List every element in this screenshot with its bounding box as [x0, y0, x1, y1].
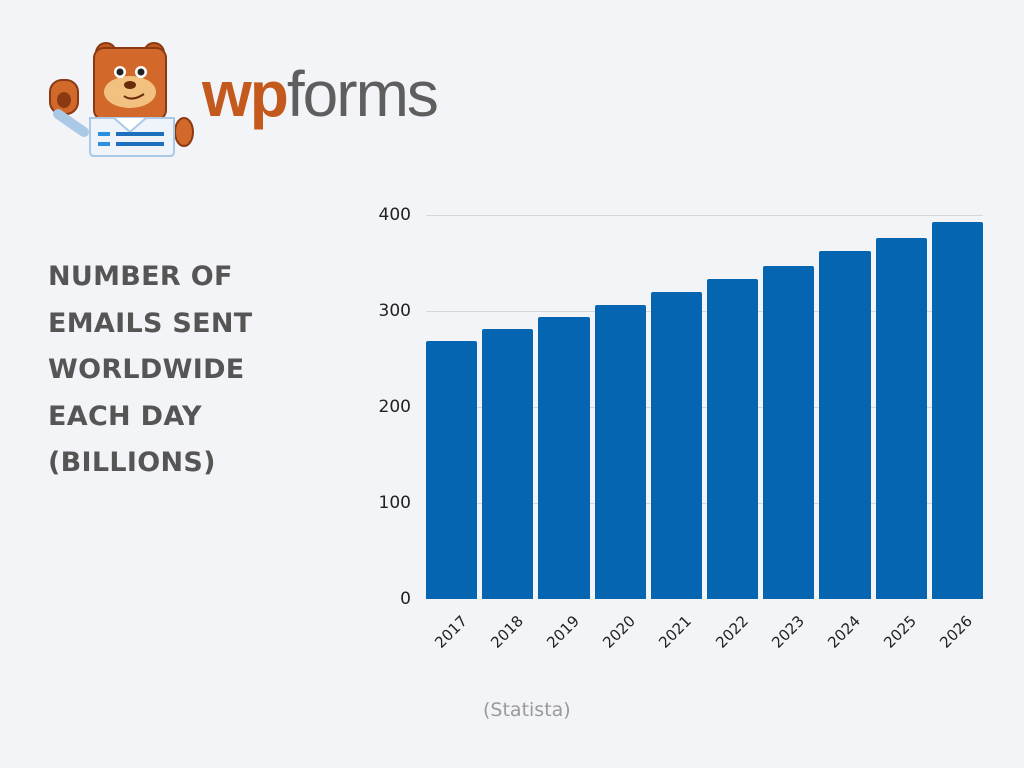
y-tick-label: 400	[378, 205, 411, 225]
x-tick-label: 2017	[430, 612, 471, 652]
title-line: EACH DAY	[48, 400, 202, 432]
gridline	[426, 311, 983, 312]
bar-2026	[931, 221, 983, 599]
bar-2021	[650, 291, 702, 599]
x-tick-label: 2024	[824, 612, 864, 652]
y-tick-label: 100	[378, 493, 411, 513]
gridline	[426, 407, 983, 408]
x-tick-label: 2025	[880, 612, 921, 652]
logo-wp: wp	[202, 58, 289, 130]
y-tick-label: 300	[378, 301, 411, 321]
bar-2023	[763, 265, 815, 599]
wpforms-wordmark: wpforms	[202, 62, 439, 126]
y-tick-label: 0	[400, 589, 411, 609]
title-line: NUMBER OF	[48, 261, 233, 292]
x-tick-label: 2023	[767, 612, 808, 652]
bar-2018	[482, 329, 534, 599]
gridline	[426, 503, 983, 504]
source-caption: (Statista)	[483, 699, 571, 721]
gridline	[426, 215, 983, 216]
x-tick-label: 2026	[936, 612, 977, 652]
x-tick-label: 2021	[655, 612, 696, 652]
logo-forms: forms	[286, 58, 439, 130]
bar-2024	[819, 251, 871, 599]
title-line: WORLDWIDE	[48, 354, 245, 385]
bar-2017	[426, 340, 478, 599]
bar-2020	[594, 305, 646, 599]
title-line: EMAILS SENT	[48, 307, 253, 339]
bar-2022	[707, 279, 759, 599]
x-tick-label: 2018	[486, 612, 527, 652]
chart-title: NUMBER OF EMAILS SENT WORLDWIDE EACH DAY…	[48, 254, 308, 487]
title-line: (BILLIONS)	[48, 447, 216, 478]
bar-2025	[875, 238, 927, 599]
x-tick-label: 2022	[711, 612, 752, 652]
x-tick-label: 2020	[599, 612, 640, 652]
y-tick-label: 200	[378, 397, 411, 417]
bar-2019	[538, 316, 590, 599]
bear-mascot-icon	[49, 42, 194, 157]
x-tick-label: 2019	[543, 612, 583, 652]
wpforms-logo: wpforms	[44, 40, 464, 160]
